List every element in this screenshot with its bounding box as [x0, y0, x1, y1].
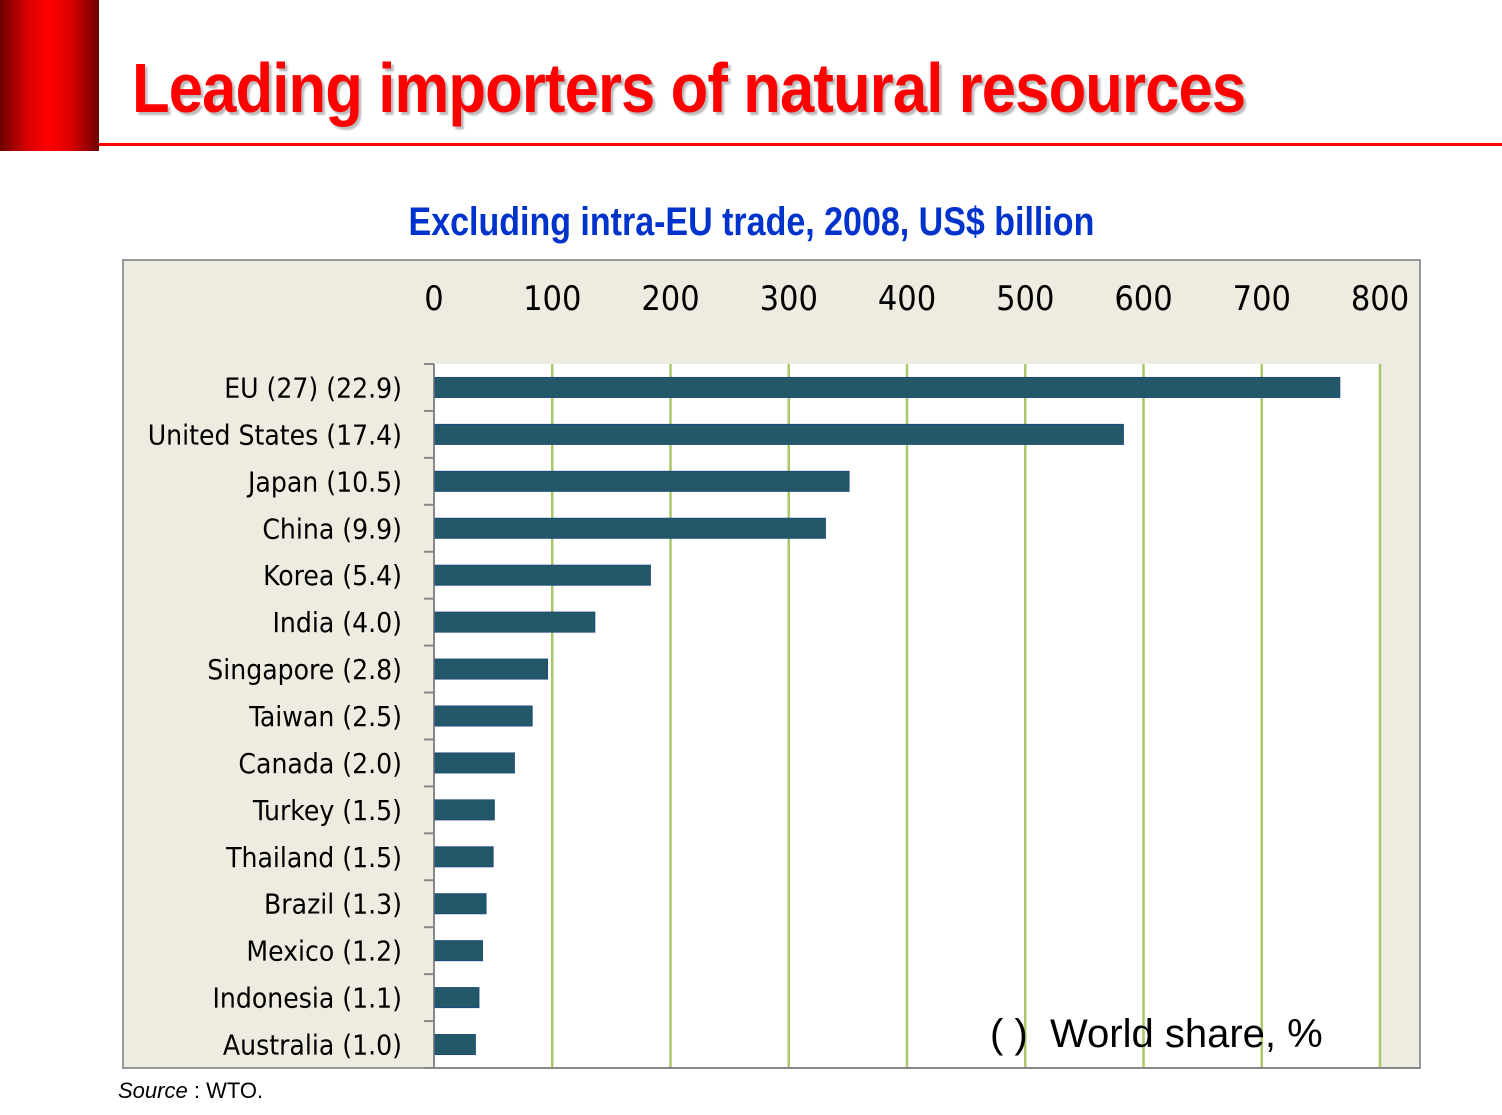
category-label: India (4.0): [272, 606, 402, 639]
page-title: Leading importers of natural resources: [132, 49, 1246, 127]
bar: [434, 799, 495, 821]
x-tick-label: 0: [424, 279, 443, 319]
bar: [434, 752, 515, 774]
bar: [434, 564, 651, 586]
x-tick-label: 800: [1351, 279, 1409, 319]
world-share-annotation: ( ) World share, %: [990, 1012, 1323, 1056]
source-label: Source: [118, 1078, 188, 1103]
bar: [434, 1034, 476, 1056]
category-label: Japan (10.5): [246, 465, 402, 498]
bar: [434, 846, 494, 868]
bar: [434, 517, 826, 539]
bar: [434, 893, 487, 915]
title-decoration-block: [0, 0, 99, 151]
bar: [434, 423, 1124, 445]
title-underline: [99, 143, 1502, 146]
category-label: Brazil (1.3): [264, 888, 402, 921]
x-tick-label: 300: [760, 279, 818, 319]
category-label: Singapore (2.8): [207, 653, 402, 686]
bar: [434, 658, 549, 680]
bar: [434, 705, 533, 727]
x-tick-label: 100: [523, 279, 581, 319]
category-label: Thailand (1.5): [225, 841, 402, 874]
x-tick-label: 200: [641, 279, 699, 319]
source-value: : WTO.: [193, 1078, 264, 1103]
bar: [434, 940, 483, 962]
x-tick-label: 700: [1233, 279, 1291, 319]
bar: [434, 470, 850, 492]
source-note: Source : WTO.: [118, 1078, 263, 1104]
bar: [434, 611, 596, 633]
category-label: Mexico (1.2): [246, 935, 402, 968]
category-label: United States (17.4): [148, 418, 402, 451]
chart-title: Excluding intra-EU trade, 2008, US$ bill…: [0, 200, 1502, 245]
x-tick-label: 500: [996, 279, 1054, 319]
category-label: China (9.9): [262, 512, 402, 545]
category-label: Canada (2.0): [238, 747, 402, 780]
category-label: Australia (1.0): [223, 1029, 402, 1062]
category-label: Turkey (1.5): [252, 794, 402, 827]
bar: [434, 376, 1341, 398]
chart-title-text: Excluding intra-EU trade, 2008, US$ bill…: [408, 200, 1094, 244]
bar: [434, 987, 480, 1009]
category-label: Indonesia (1.1): [212, 982, 402, 1015]
category-label: Korea (5.4): [263, 559, 402, 592]
category-label: EU (27) (22.9): [224, 371, 402, 404]
category-label: Taiwan (2.5): [248, 700, 402, 733]
x-tick-label: 400: [878, 279, 936, 319]
x-tick-label: 600: [1114, 279, 1172, 319]
